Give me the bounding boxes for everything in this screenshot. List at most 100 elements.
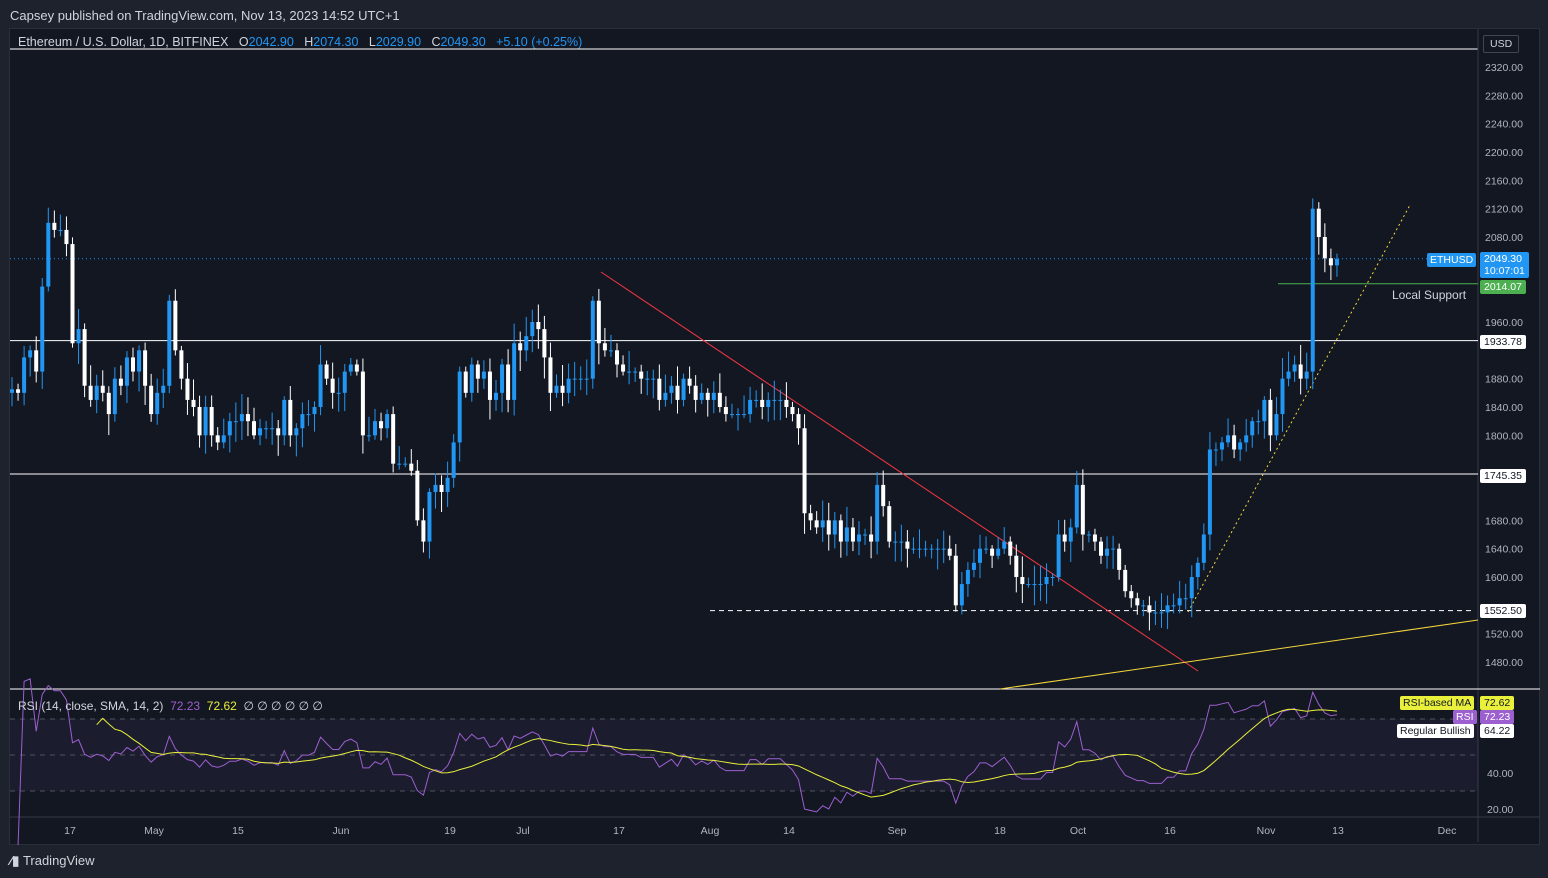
long-uptrend-line (999, 619, 1479, 690)
candle-body (1020, 576, 1025, 585)
logo-icon: ⁄▮ (10, 853, 23, 868)
candle-body (397, 463, 402, 465)
candle-body (451, 442, 456, 478)
candle-body (22, 357, 27, 393)
price-tick: 2240.00 (1485, 119, 1523, 131)
candle-body (1062, 534, 1067, 542)
rsi-ma-line (96, 708, 1338, 798)
candle-body (681, 378, 686, 400)
candle-body (288, 399, 293, 436)
time-tick: Sep (888, 825, 907, 837)
candle-body (161, 385, 166, 393)
candle-body (1050, 576, 1055, 578)
candle-body (40, 286, 45, 372)
candle-body (1292, 364, 1297, 372)
candle-body (481, 371, 486, 379)
candle-body (826, 520, 831, 535)
candle-body (941, 548, 946, 550)
candle-body (929, 548, 934, 550)
price-tick: 1520.00 (1485, 629, 1523, 641)
candle-body (342, 371, 347, 393)
candle-body (469, 364, 474, 393)
candle-body (530, 321, 535, 337)
rsi-ma-label: RSI-based MA (1400, 696, 1475, 710)
candle-body (978, 548, 982, 563)
candle-body (790, 406, 795, 415)
rsi-label: RSI (1453, 710, 1477, 724)
time-tick: Dec (1438, 825, 1457, 837)
candle-body (1316, 208, 1321, 237)
currency-button[interactable]: USD (1483, 35, 1520, 53)
chart-frame[interactable] (9, 28, 1540, 845)
candle-body (1117, 548, 1122, 570)
candle-body (602, 343, 607, 351)
candle-body (814, 520, 819, 528)
candle-body (863, 534, 868, 536)
downtrend-line (600, 271, 1199, 672)
candle-body (899, 541, 904, 543)
close-value: 2049.30 (440, 35, 486, 49)
candle-body (155, 392, 160, 415)
candle-body (391, 414, 396, 464)
low-label: L (368, 35, 376, 49)
candle-body (627, 371, 632, 373)
candle-body (258, 428, 263, 436)
candle-body (1310, 208, 1315, 372)
candle-body (560, 385, 565, 393)
candle-body (52, 222, 57, 230)
price-tick: 1600.00 (1485, 572, 1523, 584)
candle-body (990, 548, 995, 556)
candle-body (1153, 612, 1158, 614)
candle-body (1129, 591, 1134, 599)
candle-body (1280, 378, 1285, 415)
candle-body (518, 343, 523, 351)
candle-body (887, 506, 892, 542)
candle-body (282, 399, 287, 436)
candle-body (1238, 442, 1243, 450)
candle-body (1195, 562, 1200, 577)
candle-body (403, 463, 408, 465)
candle-body (596, 300, 601, 344)
tradingview-logo[interactable]: ⁄▮ TradingView (10, 853, 94, 869)
candle-body (58, 229, 63, 231)
candle-body (608, 350, 613, 352)
candle-body (1304, 371, 1309, 379)
candle-body (711, 392, 716, 400)
candle-body (675, 385, 680, 400)
rsi-header-value: 72.23 (170, 699, 201, 713)
candle-body (820, 520, 825, 528)
candle-body (1328, 258, 1333, 266)
candle-body (911, 548, 916, 550)
time-tick: Jun (333, 825, 350, 837)
candle-body (832, 520, 837, 535)
candle-body (1147, 605, 1152, 613)
rsi-header: RSI (14, close, SMA, 14, 2) 72.23 72.62 … (18, 699, 323, 713)
candle-body (1298, 364, 1303, 379)
candle-body (663, 392, 668, 400)
publish-line: Capsey published on TradingView.com, Nov… (10, 8, 400, 23)
candle-body (415, 470, 420, 521)
candle-body (421, 520, 426, 542)
time-tick: May (144, 825, 165, 837)
candle-body (409, 463, 414, 471)
candle-body (433, 484, 438, 492)
candle-body (252, 421, 256, 436)
price-tick: 2320.00 (1485, 62, 1523, 74)
candle-body (645, 378, 650, 380)
candle-body (330, 378, 335, 393)
candle-body (524, 336, 529, 351)
rsi-line (17, 678, 1338, 846)
candle-body (1244, 435, 1249, 443)
candle-body (1105, 548, 1110, 556)
candle-body (137, 350, 142, 372)
support-price-tag: 2014.07 (1480, 280, 1526, 294)
candle-body (996, 548, 1001, 556)
regular-bullish-value: 64.22 (1480, 724, 1515, 738)
candle-body (1165, 605, 1170, 613)
candle-body (578, 378, 583, 380)
candle-body (64, 229, 69, 245)
candle-body (300, 414, 305, 429)
price-tick: 1680.00 (1485, 515, 1523, 527)
candle-body (76, 329, 81, 344)
